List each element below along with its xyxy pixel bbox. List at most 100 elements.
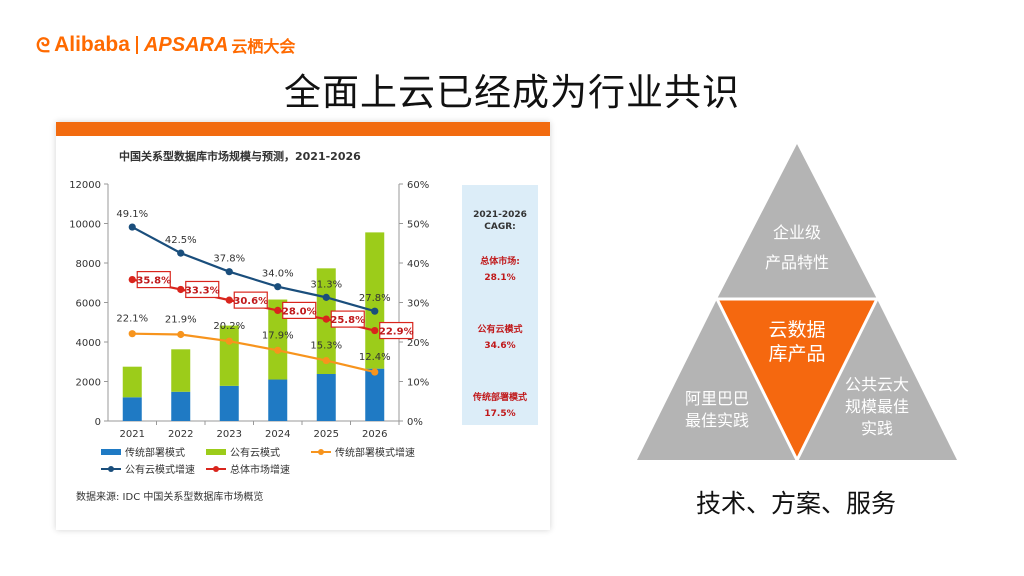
point-public-cloud-growth xyxy=(322,293,330,301)
point-public-cloud-growth xyxy=(128,223,136,231)
point-traditional-growth xyxy=(274,346,282,354)
bar-public-cloud xyxy=(171,349,191,392)
legend-label: 公有云模式 xyxy=(230,446,280,459)
public-cloud-growth-label: 37.8% xyxy=(213,254,245,265)
pyramid-left-text: 阿里巴巴 xyxy=(685,389,749,408)
traditional-growth-label: 17.9% xyxy=(262,330,294,341)
point-traditional-growth xyxy=(177,330,185,339)
point-public-cloud-growth xyxy=(177,249,185,257)
total-growth-label: 22.9% xyxy=(379,327,414,338)
point-total-growth xyxy=(225,296,233,304)
line-public-cloud-growth xyxy=(131,226,376,313)
y-tick-label: 12000 xyxy=(69,180,101,191)
bar-traditional xyxy=(365,368,385,421)
point-public-cloud-growth xyxy=(371,307,379,315)
total-growth-label-box xyxy=(233,291,268,309)
y-tick-label: 2000 xyxy=(76,378,101,389)
total-growth-label-box xyxy=(379,321,414,340)
pyramid-right-text: 公共云大 xyxy=(845,375,909,394)
y2-tick-label: 30% xyxy=(407,299,429,310)
point-total-growth xyxy=(177,285,185,294)
public-cloud-growth-label: 34.0% xyxy=(262,269,294,280)
chart-source: 数据来源: IDC 中国关系型数据库市场概览 xyxy=(76,490,263,503)
legend-label: 传统部署模式增速 xyxy=(335,446,415,459)
bar-traditional xyxy=(171,391,191,421)
traditional-growth-label: 21.9% xyxy=(165,314,197,325)
total-growth-label-box xyxy=(330,310,365,328)
bar-public-cloud xyxy=(268,299,288,380)
pyramid-center-text: 云数据 xyxy=(768,319,825,341)
bar-traditional xyxy=(316,373,336,421)
x-tick-label: 2022 xyxy=(168,429,193,440)
bar-traditional xyxy=(122,397,142,421)
public-cloud-growth-label: 31.3% xyxy=(310,279,342,290)
total-growth-label: 35.8% xyxy=(136,276,171,287)
y2-tick-label: 60% xyxy=(407,180,429,191)
y-tick-label: 6000 xyxy=(76,299,101,310)
traditional-growth-label: 15.3% xyxy=(310,341,342,352)
total-growth-label: 33.3% xyxy=(185,285,220,296)
logo-conference: 云栖大会 xyxy=(231,37,296,56)
y-tick-label: 4000 xyxy=(76,338,101,349)
y-tick-label: 10000 xyxy=(69,220,101,231)
alibaba-apsara-logo: ᘓ Alibaba APSARA 云栖大会 xyxy=(36,33,295,57)
pyramid-right-text: 规模最佳 xyxy=(845,397,909,416)
point-traditional-growth xyxy=(128,330,136,338)
point-total-growth xyxy=(128,275,136,284)
total-growth-label: 28.0% xyxy=(282,306,317,317)
legend-label: 公有云模式增速 xyxy=(125,463,195,476)
traditional-growth-label: 20.2% xyxy=(213,321,245,332)
point-traditional-growth xyxy=(322,356,330,365)
x-tick-label: 2021 xyxy=(120,429,145,440)
legend-swatch-dot xyxy=(318,449,324,455)
cagr-item-label: 总体市场: xyxy=(480,255,520,267)
legend-swatch xyxy=(101,449,121,455)
pyramid-left xyxy=(637,299,797,460)
total-growth-label-box xyxy=(136,270,171,289)
chart-panel-accent-bar xyxy=(56,122,550,136)
pyramid-right-text: 实践 xyxy=(861,419,893,438)
pyramid-left-text: 最佳实践 xyxy=(685,411,749,430)
y-tick-label: 0 xyxy=(95,417,101,428)
legend-swatch-dot xyxy=(213,466,219,472)
pyramid-top-text: 产品特性 xyxy=(765,253,829,272)
traditional-growth-label: 12.4% xyxy=(359,352,391,363)
public-cloud-growth-label: 42.5% xyxy=(165,235,197,246)
total-growth-label: 25.8% xyxy=(330,315,365,326)
bar-public-cloud xyxy=(219,325,239,386)
legend-swatch-dot xyxy=(108,466,114,472)
x-tick-label: 2023 xyxy=(217,429,242,440)
y2-tick-label: 40% xyxy=(407,259,429,270)
bar-traditional xyxy=(219,385,239,421)
tagline: 技术、方案、服务 xyxy=(695,489,896,518)
cagr-item-value: 34.6% xyxy=(484,341,515,351)
pyramid-divider xyxy=(715,298,879,464)
point-total-growth xyxy=(274,306,282,314)
pyramid-right xyxy=(797,299,957,460)
point-traditional-growth xyxy=(225,337,233,345)
total-growth-label: 30.6% xyxy=(233,296,268,307)
x-tick-label: 2024 xyxy=(265,429,290,440)
cagr-item-label: 传统部署模式 xyxy=(472,391,527,403)
pyramid-top xyxy=(717,144,877,299)
point-total-growth xyxy=(322,315,330,323)
cagr-background xyxy=(462,185,538,425)
y-tick-label: 8000 xyxy=(76,259,101,270)
public-cloud-growth-label: 49.1% xyxy=(116,209,148,220)
chart-title: 中国关系型数据库市场规模与预测，2021-2026 xyxy=(119,149,361,163)
pyramid-top-text: 企业级 xyxy=(773,223,821,242)
cagr-item-label: 公有云模式 xyxy=(477,323,522,335)
point-total-growth xyxy=(371,326,379,335)
point-public-cloud-growth xyxy=(225,268,233,276)
total-growth-label-box xyxy=(282,301,317,319)
public-cloud-growth-label: 27.8% xyxy=(359,293,391,304)
traditional-growth-label: 22.1% xyxy=(116,314,148,325)
x-tick-label: 2025 xyxy=(314,429,339,440)
cagr-item-value: 28.1% xyxy=(484,273,515,283)
page-title: 全面上云已经成为行业共识 xyxy=(284,71,740,114)
logo-brand: Alibaba xyxy=(54,33,130,56)
total-growth-label-box xyxy=(185,280,220,299)
chart-panel: 中国关系型数据库市场规模与预测，2021-2026 0 2000 4000 6000 80… xyxy=(56,122,550,530)
line-traditional-growth xyxy=(132,332,376,374)
y2-tick-label: 0% xyxy=(407,417,423,428)
